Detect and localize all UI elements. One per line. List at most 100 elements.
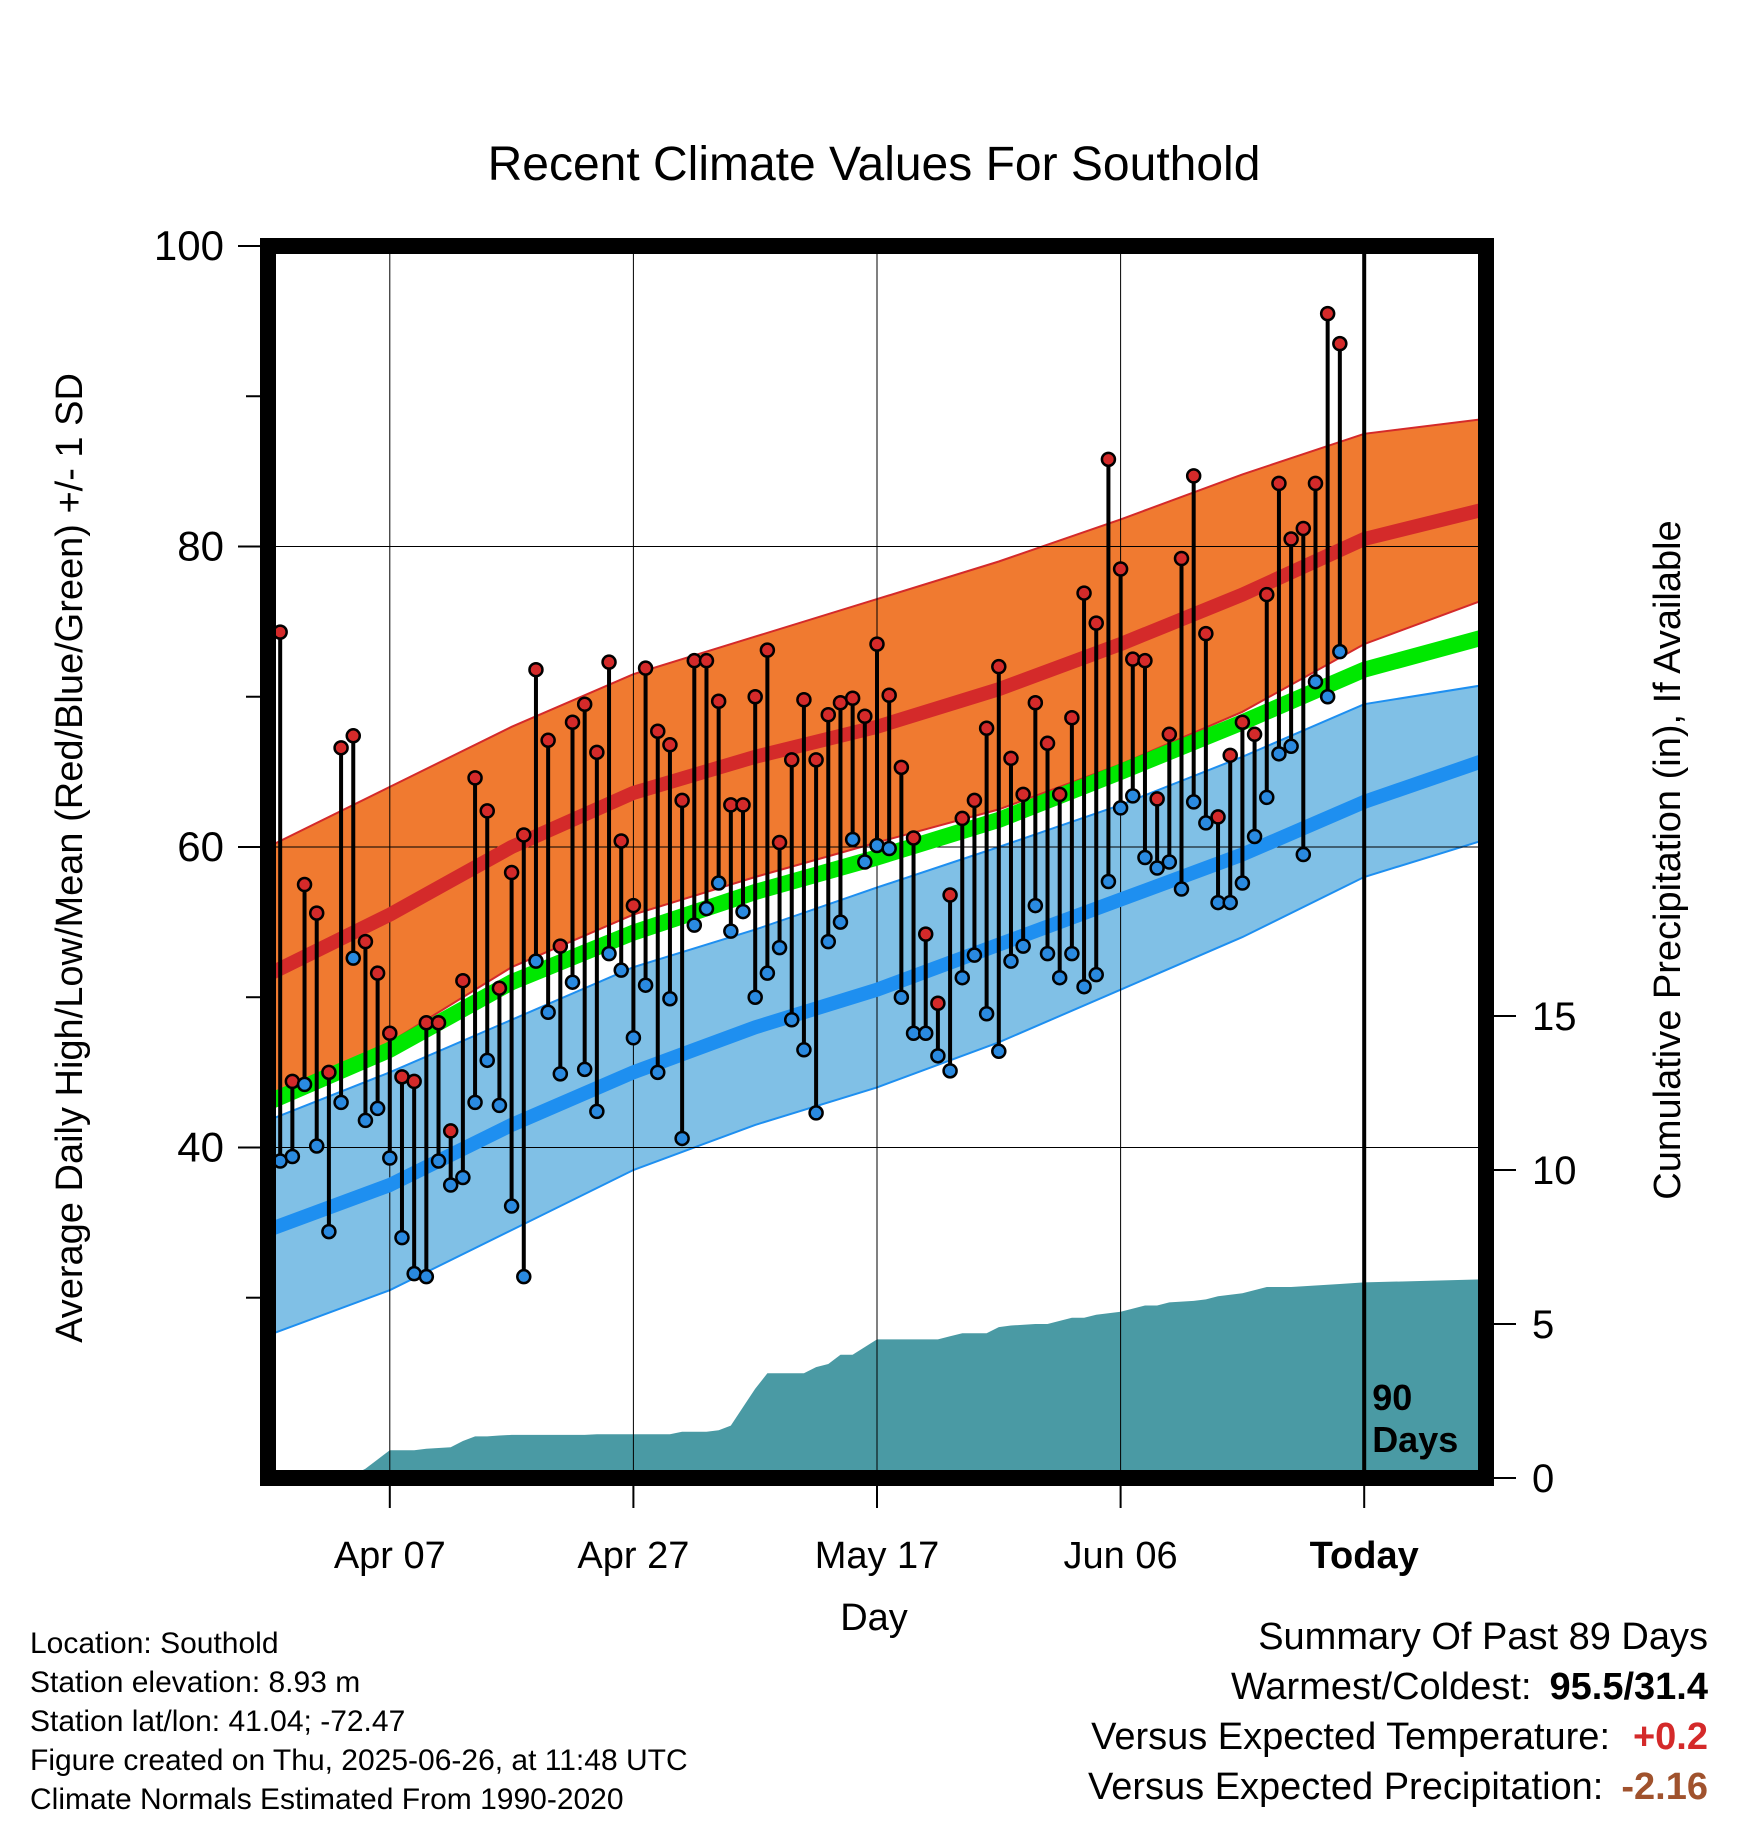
daily-high-point (930, 995, 946, 1011)
daily-low-point (832, 914, 849, 930)
daily-low-point (869, 837, 885, 854)
daily-low-point (1319, 688, 1336, 705)
daily-low-point (954, 969, 971, 986)
daily-high-point (1319, 305, 1336, 322)
daily-high-point (552, 938, 569, 954)
daily-low-point (1271, 746, 1287, 762)
station-info: Location: Southold Station elevation: 8.… (30, 1624, 688, 1819)
daily-low-point (357, 1112, 374, 1129)
daily-low-point (296, 1076, 313, 1093)
precip-row: Versus Expected Precipitation: -2.16 (1088, 1762, 1708, 1812)
daily-high-point (1027, 694, 1044, 711)
daily-low-point (564, 974, 581, 990)
daily-low-point (1295, 846, 1312, 863)
daily-high-point (406, 1073, 422, 1090)
daily-low-point (1088, 966, 1104, 983)
daily-low-point (686, 917, 703, 933)
daily-low-point (930, 1048, 946, 1064)
daily-low-point (1283, 738, 1299, 755)
daily-low-point (771, 939, 788, 956)
y2-tick-label: 5 (1532, 1303, 1554, 1347)
daily-low-point (650, 1064, 666, 1081)
daily-low-point (442, 1177, 459, 1193)
daily-low-point (1064, 945, 1080, 962)
daily-high-point (516, 827, 532, 843)
daily-high-point (1332, 335, 1348, 352)
daily-high-point (783, 752, 800, 768)
daily-high-point (601, 654, 617, 670)
daily-high-point (613, 833, 629, 849)
daily-low-point (881, 840, 897, 857)
y-axis-label: Average Daily High/Low/Mean (Red/Blue/Gr… (49, 373, 91, 1343)
daily-high-point (1307, 475, 1324, 492)
daily-high-point (442, 1123, 459, 1139)
station-location: Location: Southold (30, 1627, 279, 1660)
daily-high-point (564, 714, 581, 731)
daily-low-point (1039, 945, 1056, 962)
daily-high-point (1149, 791, 1165, 807)
daily-high-point (698, 652, 715, 669)
chart-title: Recent Climate Values For Southold (488, 138, 1261, 191)
daily-high-point (917, 926, 934, 942)
daily-low-point (1125, 788, 1141, 804)
daily-high-point (869, 636, 885, 652)
daily-low-point (369, 1100, 386, 1117)
daily-high-point (1039, 735, 1056, 752)
daily-low-point (796, 1042, 812, 1058)
daily-low-point (637, 977, 654, 993)
daily-high-point (1295, 520, 1312, 537)
daily-low-point (735, 903, 751, 920)
daily-high-point (796, 691, 812, 708)
daily-low-point (1161, 854, 1178, 870)
daily-low-point (1259, 789, 1275, 806)
daily-low-point (1015, 938, 1031, 954)
warm-cold-row: Warmest/Coldest: 95.5/31.4 (1088, 1662, 1708, 1712)
daily-low-point (966, 947, 983, 963)
daily-low-point (345, 950, 362, 966)
daily-high-point (1234, 714, 1251, 731)
daily-low-point (1027, 897, 1044, 914)
daily-low-point (1198, 815, 1214, 831)
daily-high-point (1271, 475, 1287, 492)
plot-content: 90 Days (268, 0, 1486, 1478)
daily-high-point (1185, 468, 1202, 484)
daily-low-point (783, 1012, 800, 1028)
y2-axis-label: Cumulative Precipitation (in), If Availa… (1647, 520, 1689, 1199)
daily-low-point (1234, 875, 1251, 891)
plot-frame (260, 238, 1494, 1486)
daily-low-point (991, 1043, 1007, 1060)
today-days-label-line: Days (1372, 1419, 1458, 1460)
daily-low-point (662, 990, 678, 1007)
precip-label: Versus Expected Precipitation: (1087, 1766, 1604, 1808)
daily-high-point (1137, 652, 1153, 669)
daily-high-point (1346, 0, 1359, 7)
daily-low-point (893, 989, 910, 1005)
daily-high-point (528, 661, 544, 678)
daily-low-point (516, 1268, 532, 1285)
daily-high-point (1125, 651, 1141, 667)
daily-low-point (978, 1005, 995, 1022)
daily-low-point (747, 989, 763, 1005)
daily-low-point (382, 1150, 398, 1166)
daily-high-point (333, 740, 349, 756)
daily-high-point (747, 688, 763, 705)
x-tick-label: Jun 06 (1064, 1535, 1178, 1577)
daily-high-point (1076, 585, 1092, 601)
daily-high-point (650, 723, 666, 740)
daily-low-point (455, 1169, 471, 1186)
daily-high-point (905, 830, 922, 846)
daily-low-point (1100, 873, 1117, 890)
plot-area: 90 Days Apr 07 Apr 27 May 17 Jun 06 Today 40 60 8… (154, 0, 1577, 1577)
daily-high-point (662, 737, 678, 753)
daily-high-point (893, 759, 910, 776)
daily-low-point (430, 1153, 447, 1169)
daily-high-point (1112, 561, 1129, 577)
daily-low-point (808, 1105, 824, 1121)
daily-high-point (455, 972, 471, 989)
daily-high-point (284, 1073, 301, 1090)
daily-low-point (1051, 969, 1068, 986)
daily-high-point (467, 770, 483, 786)
daily-low-point (284, 1148, 301, 1165)
daily-low-point (601, 945, 617, 962)
daily-low-point (698, 900, 715, 917)
